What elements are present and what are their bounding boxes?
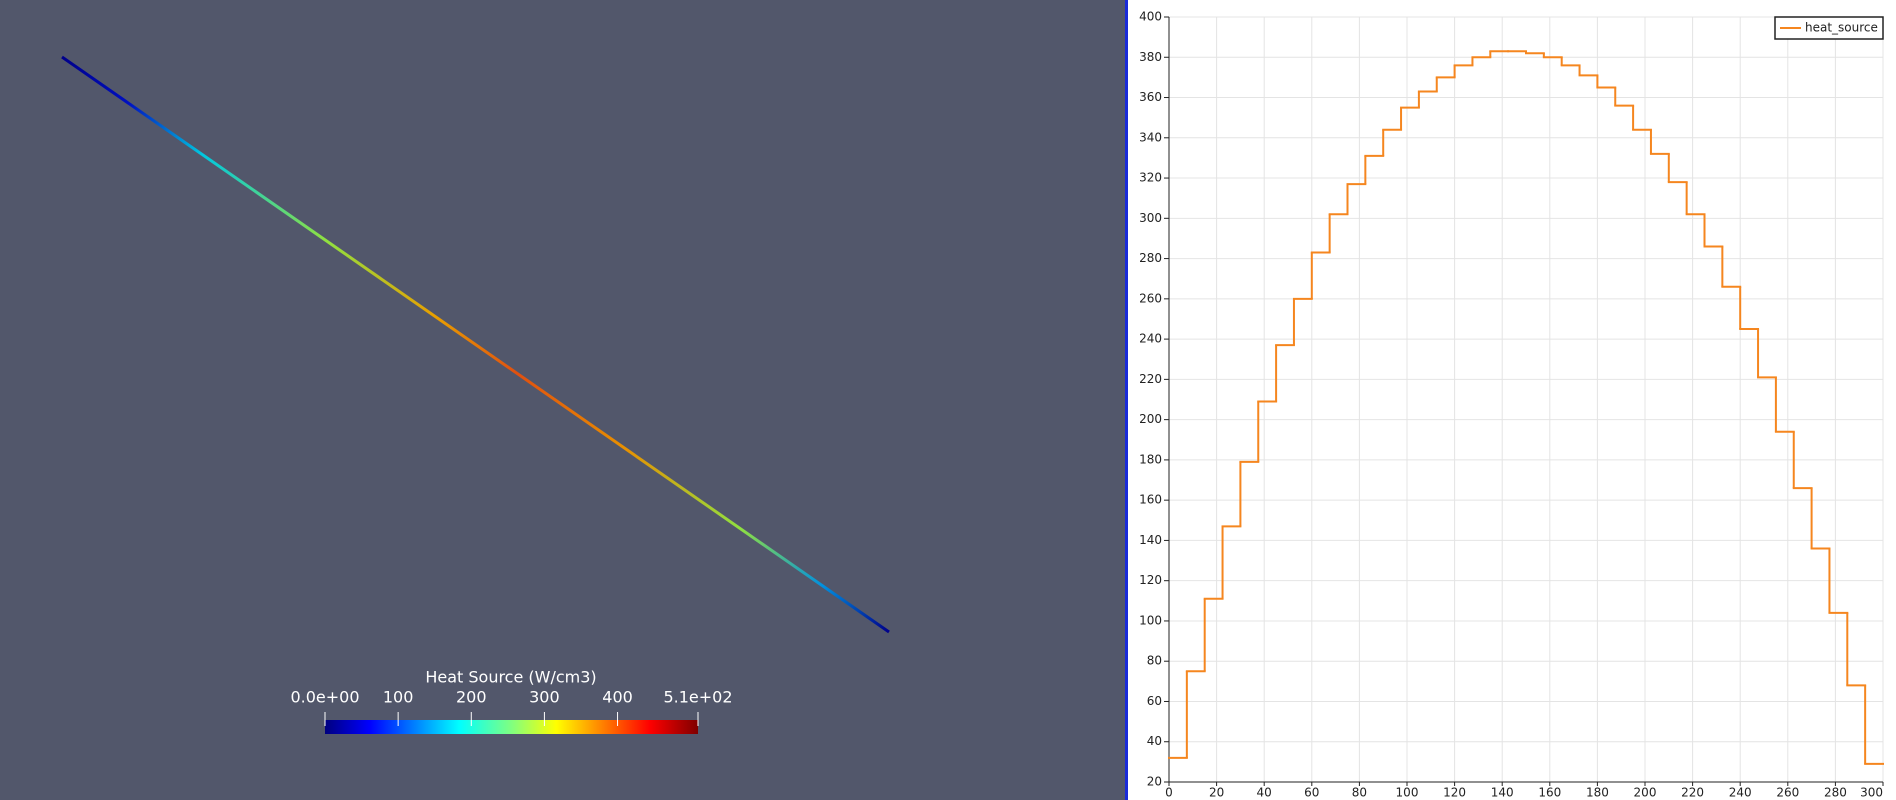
x-tick-label: 80 — [1352, 786, 1367, 800]
y-tick-label: 140 — [1139, 533, 1162, 547]
y-tick-label: 380 — [1139, 50, 1162, 64]
x-tick-label: 0 — [1165, 786, 1173, 800]
rendered-rod — [61, 55, 890, 634]
x-tick-label: 280 — [1824, 786, 1847, 800]
y-tick-label: 220 — [1139, 372, 1162, 386]
x-tick-label: 260 — [1776, 786, 1799, 800]
x-tick-label: 220 — [1681, 786, 1704, 800]
y-tick-label: 240 — [1139, 332, 1162, 346]
y-tick-label: 200 — [1139, 412, 1162, 426]
x-tick-label: 20 — [1209, 786, 1224, 800]
y-tick-label: 100 — [1139, 613, 1162, 627]
colorbar — [325, 720, 698, 734]
x-tick-label: 140 — [1491, 786, 1514, 800]
y-tick-label: 40 — [1147, 734, 1162, 748]
x-tick-label: 120 — [1443, 786, 1466, 800]
y-tick-label: 320 — [1139, 171, 1162, 185]
y-tick-label: 120 — [1139, 573, 1162, 587]
colorbar-tick-label: 5.1e+02 — [663, 688, 732, 707]
x-tick-label: 240 — [1729, 786, 1752, 800]
legend-box — [1774, 16, 1884, 40]
colorbar-tick-label: 100 — [383, 688, 414, 707]
y-tick-label: 260 — [1139, 291, 1162, 305]
colorbar-tick-label: 0.0e+00 — [290, 688, 359, 707]
y-tick-label: 20 — [1147, 775, 1162, 789]
x-tick-label: 300 — [1860, 786, 1883, 800]
y-tick-label: 360 — [1139, 90, 1162, 104]
legend-label: heat_source — [1805, 21, 1878, 35]
x-tick-label: 40 — [1257, 786, 1272, 800]
y-tick-label: 400 — [1139, 10, 1162, 24]
x-tick-label: 200 — [1634, 786, 1657, 800]
render-view[interactable] — [0, 0, 1125, 800]
colorbar-tick-label: 400 — [602, 688, 633, 707]
colorbar-tick-label: 200 — [456, 688, 487, 707]
y-tick-label: 80 — [1147, 654, 1162, 668]
x-tick-label: 60 — [1304, 786, 1319, 800]
y-tick-label: 160 — [1139, 493, 1162, 507]
colorbar-tick-label: 300 — [529, 688, 560, 707]
y-tick-label: 300 — [1139, 211, 1162, 225]
colorbar-title: Heat Source (W/cm3) — [425, 668, 596, 687]
x-tick-label: 100 — [1396, 786, 1419, 800]
y-tick-label: 60 — [1147, 694, 1162, 708]
y-tick-label: 180 — [1139, 452, 1162, 466]
x-tick-label: 160 — [1538, 786, 1561, 800]
y-tick-label: 280 — [1139, 251, 1162, 265]
y-tick-label: 340 — [1139, 130, 1162, 144]
x-tick-label: 180 — [1586, 786, 1609, 800]
active-view-border — [1125, 0, 1128, 800]
